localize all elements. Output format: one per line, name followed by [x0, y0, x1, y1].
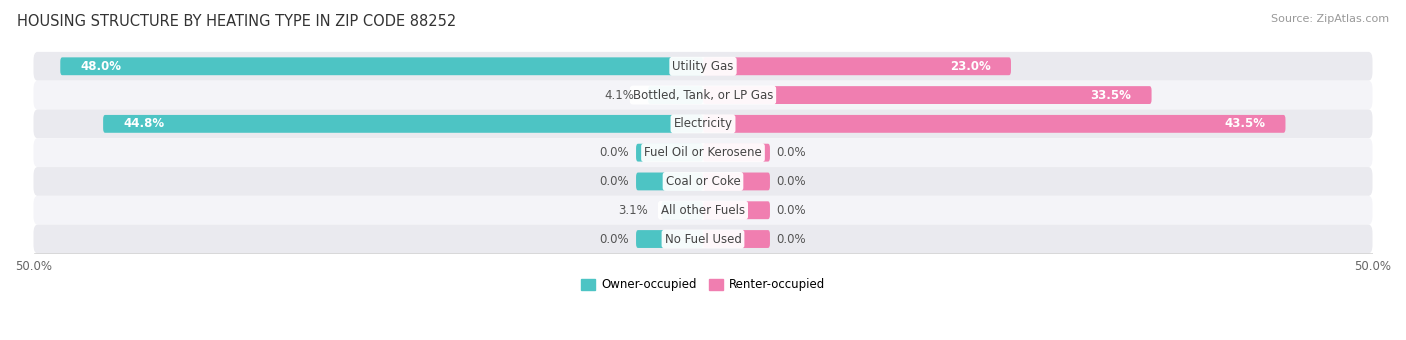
Text: 23.0%: 23.0% — [950, 60, 991, 73]
Text: 3.1%: 3.1% — [619, 204, 648, 217]
FancyBboxPatch shape — [703, 57, 1011, 75]
Text: 43.5%: 43.5% — [1225, 117, 1265, 130]
Text: 0.0%: 0.0% — [776, 204, 806, 217]
Text: All other Fuels: All other Fuels — [661, 204, 745, 217]
FancyBboxPatch shape — [60, 57, 703, 75]
Text: Source: ZipAtlas.com: Source: ZipAtlas.com — [1271, 14, 1389, 23]
FancyBboxPatch shape — [703, 201, 770, 219]
Text: Bottled, Tank, or LP Gas: Bottled, Tank, or LP Gas — [633, 88, 773, 102]
Text: 0.0%: 0.0% — [600, 233, 630, 245]
FancyBboxPatch shape — [661, 201, 703, 219]
FancyBboxPatch shape — [636, 172, 703, 190]
FancyBboxPatch shape — [648, 86, 703, 104]
FancyBboxPatch shape — [636, 144, 703, 162]
Text: Electricity: Electricity — [673, 117, 733, 130]
Text: HOUSING STRUCTURE BY HEATING TYPE IN ZIP CODE 88252: HOUSING STRUCTURE BY HEATING TYPE IN ZIP… — [17, 14, 456, 29]
FancyBboxPatch shape — [34, 52, 1372, 81]
FancyBboxPatch shape — [34, 81, 1372, 109]
Text: 0.0%: 0.0% — [600, 146, 630, 159]
FancyBboxPatch shape — [703, 115, 1285, 133]
FancyBboxPatch shape — [703, 144, 770, 162]
FancyBboxPatch shape — [103, 115, 703, 133]
FancyBboxPatch shape — [703, 230, 770, 248]
FancyBboxPatch shape — [636, 230, 703, 248]
Text: 0.0%: 0.0% — [776, 146, 806, 159]
Legend: Owner-occupied, Renter-occupied: Owner-occupied, Renter-occupied — [576, 274, 830, 296]
FancyBboxPatch shape — [34, 167, 1372, 196]
FancyBboxPatch shape — [703, 172, 770, 190]
FancyBboxPatch shape — [703, 86, 1152, 104]
Text: Coal or Coke: Coal or Coke — [665, 175, 741, 188]
Text: 44.8%: 44.8% — [124, 117, 165, 130]
Text: Utility Gas: Utility Gas — [672, 60, 734, 73]
Text: 33.5%: 33.5% — [1091, 88, 1132, 102]
Text: 48.0%: 48.0% — [80, 60, 121, 73]
Text: 0.0%: 0.0% — [600, 175, 630, 188]
FancyBboxPatch shape — [34, 138, 1372, 167]
Text: No Fuel Used: No Fuel Used — [665, 233, 741, 245]
FancyBboxPatch shape — [34, 109, 1372, 138]
Text: 0.0%: 0.0% — [776, 233, 806, 245]
Text: 4.1%: 4.1% — [605, 88, 634, 102]
Text: Fuel Oil or Kerosene: Fuel Oil or Kerosene — [644, 146, 762, 159]
FancyBboxPatch shape — [34, 196, 1372, 225]
Text: 0.0%: 0.0% — [776, 175, 806, 188]
FancyBboxPatch shape — [34, 225, 1372, 253]
